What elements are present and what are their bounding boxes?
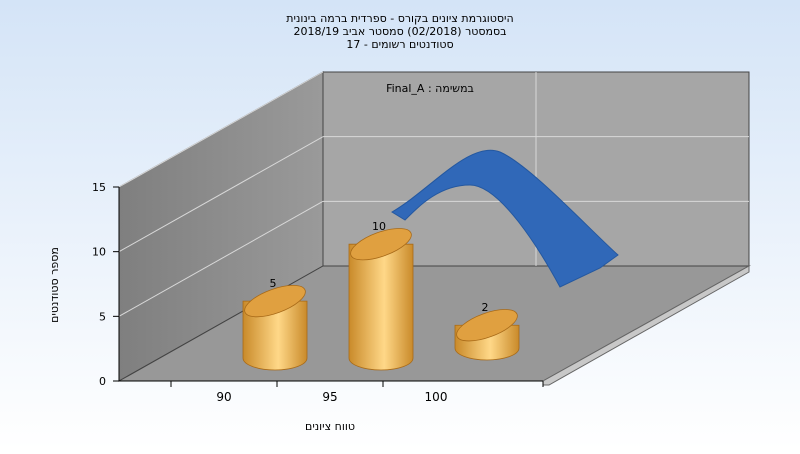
distribution-curve (391, 149, 619, 288)
bar: 2 (454, 301, 520, 361)
chart-title: היסטוגרמת ציונים בקורס - ספרדית ברמה בינ… (286, 12, 513, 51)
title-line-2: בסמסטר (02/2018) סמסטר אביב 2018/19 (293, 25, 506, 38)
y-tick-label: 5 (99, 310, 106, 323)
legend-label: Final_A : במשימה (386, 82, 474, 95)
x-tick-label: 95 (322, 390, 337, 404)
gridline-left-wall (118, 71, 324, 188)
bar-top (244, 284, 306, 318)
bar-top (456, 309, 518, 342)
y-tick-label: 10 (92, 246, 106, 259)
bar: 5 (242, 277, 308, 371)
bar-body (242, 300, 308, 371)
bars: 5 10 2 (242, 220, 520, 371)
x-axis-title: טווח ציונים (305, 420, 355, 433)
y-tick-label: 0 (99, 375, 106, 388)
x-tick-label: 90 (216, 390, 231, 404)
x-tick-label: 100 (425, 390, 448, 404)
gridline-left-wall (118, 136, 324, 253)
bar-value-label: 5 (270, 277, 277, 290)
gridline-left-wall (118, 200, 324, 317)
curve-ribbon (391, 149, 619, 288)
floor-edge (542, 265, 750, 386)
axes: 0 5 10 15 90 95 100 (92, 181, 544, 404)
title-line-1: היסטוגרמת ציונים בקורס - ספרדית ברמה בינ… (286, 12, 513, 25)
y-axis-title: מספר סטודנטים (48, 247, 61, 323)
bar-value-label: 2 (482, 301, 489, 314)
bar-value-label: 10 (372, 220, 386, 233)
bar: 10 (348, 220, 414, 371)
title-line-3: סטודנטים רשומים - 17 (346, 38, 453, 51)
bar-top (350, 228, 412, 261)
bar-body (348, 243, 414, 371)
y-tick-label: 15 (92, 181, 106, 194)
